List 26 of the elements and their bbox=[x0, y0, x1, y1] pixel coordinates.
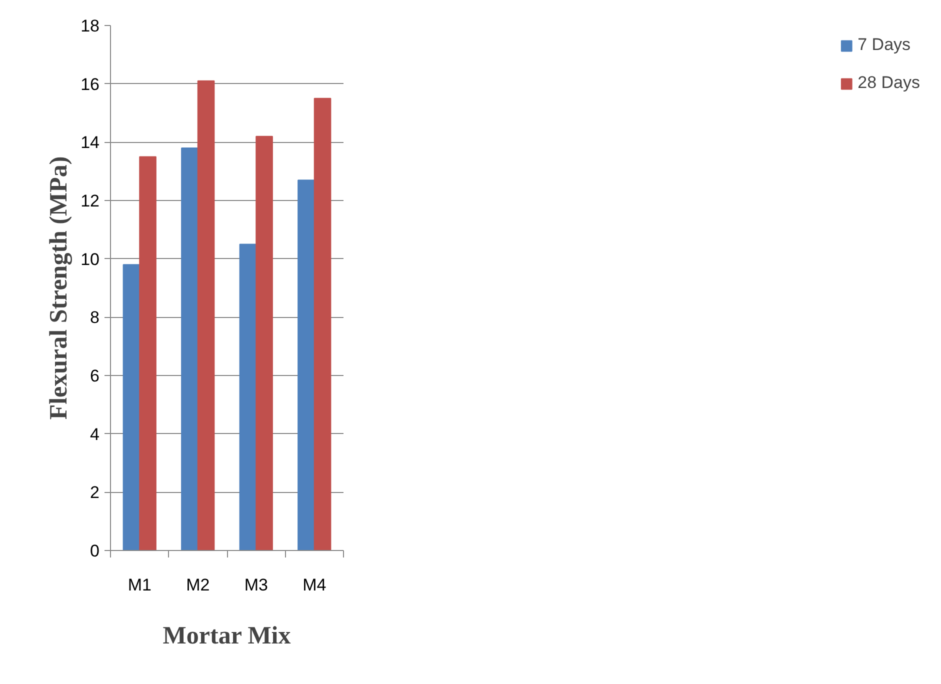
x-tick-label: M1 bbox=[128, 576, 152, 594]
bar bbox=[181, 148, 198, 550]
y-tick-label: 18 bbox=[80, 16, 100, 36]
legend-label: 28 Days bbox=[858, 73, 920, 93]
y-tick-label: 10 bbox=[80, 250, 100, 269]
bar bbox=[139, 156, 156, 550]
y-tick-label: 4 bbox=[90, 424, 100, 444]
y-tick-label: 16 bbox=[80, 74, 100, 94]
y-axis-title: Flexural Strength (MPa) bbox=[46, 156, 73, 420]
bar bbox=[298, 180, 315, 550]
x-tick-label: M3 bbox=[244, 576, 268, 594]
bar bbox=[256, 136, 273, 550]
x-axis-title: Mortar Mix bbox=[162, 622, 292, 650]
bar bbox=[314, 98, 332, 550]
y-tick-label: 0 bbox=[90, 542, 100, 560]
x-tick-label: M2 bbox=[186, 576, 210, 594]
y-tick-label: 14 bbox=[80, 133, 100, 152]
y-tick-label: 12 bbox=[80, 192, 100, 210]
y-tick-label: 8 bbox=[90, 308, 100, 328]
y-tick-label: 6 bbox=[90, 366, 100, 386]
y-tick-label: 2 bbox=[90, 483, 100, 502]
x-tick-label: M4 bbox=[302, 576, 326, 594]
bar bbox=[197, 80, 215, 550]
bar bbox=[239, 244, 257, 550]
bar bbox=[122, 264, 140, 550]
legend-label: 7 Days bbox=[858, 35, 911, 55]
